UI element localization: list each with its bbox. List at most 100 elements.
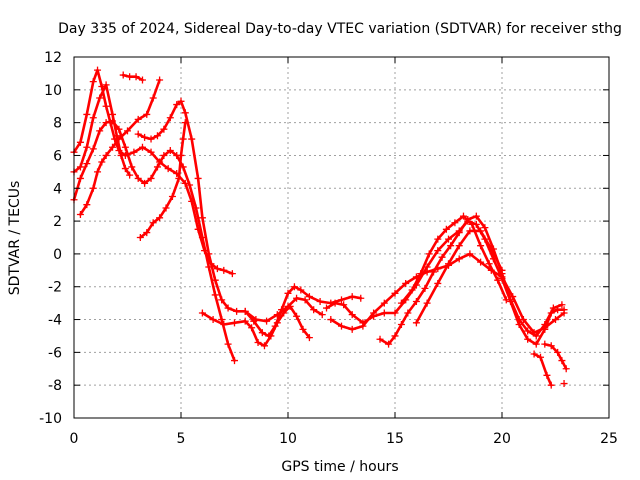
data-point <box>96 127 104 135</box>
data-point <box>94 66 102 74</box>
data-point <box>338 296 345 304</box>
data-point <box>380 299 388 307</box>
data-point <box>547 342 555 350</box>
data-point <box>134 174 142 182</box>
data-point <box>211 291 219 299</box>
data-point <box>524 327 532 335</box>
data-point <box>455 242 463 250</box>
y-axis-label: SDTVAR / TECUs <box>7 181 23 296</box>
data-point <box>220 320 228 328</box>
series-line <box>400 214 508 305</box>
data-point <box>76 211 84 219</box>
series-track-15 <box>530 350 555 389</box>
data-point <box>323 304 331 312</box>
data-point <box>147 174 155 182</box>
data-point <box>160 125 168 133</box>
data-point <box>502 296 510 304</box>
data-point <box>188 135 196 143</box>
series-track-9 <box>241 294 326 325</box>
data-point <box>218 316 226 324</box>
data-point <box>89 184 97 192</box>
data-point <box>132 73 140 81</box>
data-point <box>370 309 378 317</box>
data-point <box>89 78 97 86</box>
data-point <box>391 332 399 340</box>
data-point <box>477 242 485 250</box>
data-point <box>138 76 146 84</box>
data-point <box>554 348 562 356</box>
data-point <box>128 163 136 171</box>
series-track-6 <box>136 119 189 241</box>
data-point <box>89 145 97 153</box>
data-point <box>179 135 187 143</box>
data-point <box>558 357 566 365</box>
data-point <box>451 219 459 227</box>
series-track-13 <box>397 212 510 307</box>
data-point <box>412 297 420 305</box>
data-point <box>445 235 452 243</box>
data-point <box>455 229 463 237</box>
data-point <box>532 332 540 340</box>
data-point <box>391 309 399 317</box>
data-point <box>175 174 183 182</box>
data-point <box>109 117 117 125</box>
series-line <box>532 352 553 387</box>
data-point <box>134 115 142 123</box>
data-point <box>143 229 151 237</box>
data-point <box>89 114 97 122</box>
data-point <box>391 289 399 297</box>
x-tick-label: 5 <box>177 431 186 447</box>
data-point <box>228 270 236 278</box>
data-point <box>263 317 271 325</box>
data-point <box>121 143 129 151</box>
data-point <box>224 304 232 312</box>
data-point <box>141 133 149 141</box>
ticks-layer: -10 -8 -6 -4 -2 0 2 4 6 8 10 12 0 5 10 15 20 25 <box>39 50 618 447</box>
data-point <box>233 307 241 315</box>
data-point <box>211 276 219 284</box>
data-point <box>421 284 429 292</box>
data-point <box>417 270 425 278</box>
y-tick-label: 10 <box>44 83 62 99</box>
data-point <box>530 350 538 358</box>
data-point <box>380 309 388 317</box>
series-line <box>139 121 187 239</box>
data-point <box>348 311 356 319</box>
series-layer <box>70 66 570 389</box>
data-point <box>438 253 446 261</box>
data-point <box>254 339 262 347</box>
data-point <box>126 171 134 179</box>
series-line <box>543 342 568 371</box>
data-point <box>494 276 502 284</box>
data-point <box>547 381 555 389</box>
data-point <box>408 286 416 294</box>
data-point <box>447 242 455 250</box>
data-point <box>293 312 301 320</box>
data-point <box>119 71 127 79</box>
data-point <box>213 265 221 273</box>
data-point <box>338 322 345 330</box>
data-point <box>166 147 174 155</box>
data-point <box>205 250 213 258</box>
data-point <box>397 320 405 328</box>
data-point <box>423 299 431 307</box>
data-point <box>94 168 102 176</box>
data-point <box>357 294 365 302</box>
data-point <box>348 325 356 333</box>
data-point <box>124 127 131 135</box>
y-tick-label: 6 <box>53 148 62 164</box>
data-point <box>76 138 84 146</box>
series-track-12 <box>376 212 566 348</box>
data-point <box>359 322 367 330</box>
y-tick-label: -2 <box>48 280 62 296</box>
series-track-14 <box>412 227 506 327</box>
data-point <box>385 340 393 348</box>
data-point <box>537 353 545 361</box>
data-point <box>76 174 84 182</box>
series-line <box>136 100 363 338</box>
data-point <box>156 76 164 84</box>
data-point <box>198 309 206 317</box>
data-point <box>498 266 506 274</box>
data-point <box>541 320 549 328</box>
data-point <box>273 319 281 327</box>
